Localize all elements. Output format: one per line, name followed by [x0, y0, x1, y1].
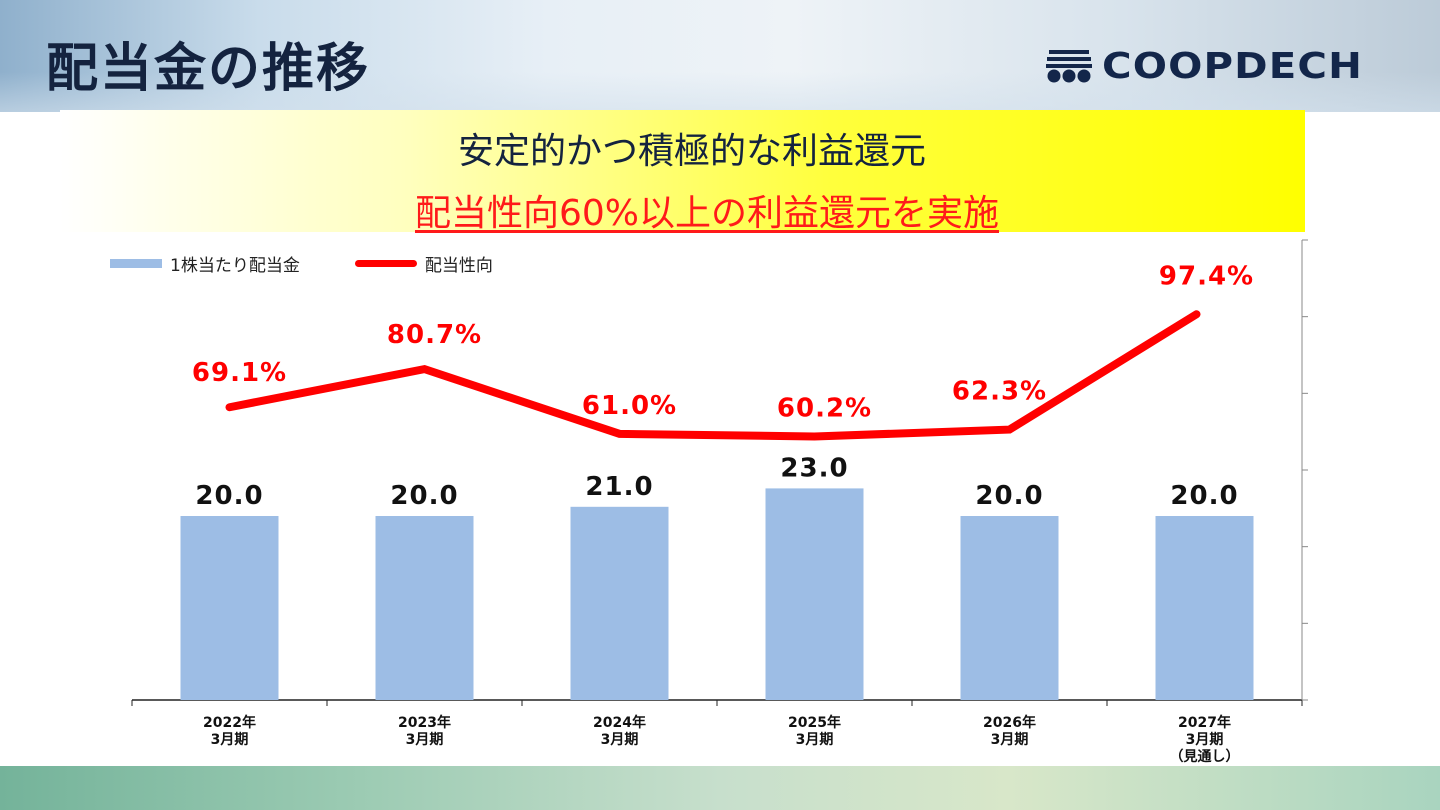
x-axis-label: 2025年 [788, 714, 841, 731]
payout-ratio-point [423, 368, 426, 371]
dividend-bar [1155, 516, 1254, 700]
headline-highlight [60, 110, 1305, 232]
x-axis-label: 2026年 [983, 714, 1036, 731]
x-axis-label: 2023年 [398, 714, 451, 731]
x-axis-label: 3月期 [796, 732, 834, 748]
x-axis-label: 3月期 [601, 732, 639, 748]
x-axis-label: 3月期 [211, 732, 249, 748]
dividend-bar [570, 506, 669, 700]
legend-line-swatch [354, 260, 417, 267]
legend-label-dividend: 1株当たり配当金 [170, 256, 300, 276]
logo-mark-icon [1046, 50, 1092, 83]
dividend-bar-label: 20.0 [1170, 481, 1238, 511]
payout-ratio-point [1008, 428, 1011, 431]
dividend-bar-label: 21.0 [585, 472, 653, 502]
dividend-bar-label: 20.0 [390, 481, 458, 511]
payout-ratio-label: 80.7% [387, 320, 482, 350]
dividend-bar-label: 20.0 [975, 481, 1043, 511]
legend-item-payout: 配当性向 [354, 251, 493, 276]
payout-ratio-label: 69.1% [192, 358, 287, 388]
x-axis-label: 3月期 [991, 732, 1029, 748]
page-title: 配当金の推移 [46, 39, 371, 99]
dividend-bar [180, 516, 279, 700]
dividend-bar [765, 488, 864, 700]
dividend-bar [960, 516, 1059, 700]
x-axis-label: 2027年 [1178, 714, 1231, 731]
x-axis-label: 2024年 [593, 714, 646, 731]
company-logo: COOPDECH [1046, 46, 1362, 87]
footer-band [0, 766, 1440, 810]
payout-ratio-line [225, 310, 1201, 441]
payout-ratio-point [228, 406, 231, 409]
logo-text: COOPDECH [1102, 45, 1364, 87]
payout-ratio-label: 97.4% [1159, 261, 1254, 291]
dividend-bar-label: 23.0 [780, 453, 848, 483]
payout-ratio-point [813, 435, 816, 438]
legend-item-dividend: 1株当たり配当金 [110, 251, 300, 276]
payout-ratio-label: 62.3% [952, 377, 1047, 407]
chart-legend: 1株当たり配当金 配当性向 [110, 251, 548, 276]
x-axis-label: 3月期 [406, 732, 444, 748]
x-axis-label: 3月期 [1186, 732, 1224, 748]
legend-bar-swatch [110, 259, 162, 268]
subheadline: 配当性向60%以上の利益還元を実施 [414, 193, 1000, 234]
dividend-bar [375, 516, 474, 700]
header-band [0, 0, 1440, 112]
x-axis-label: 2022年 [203, 714, 256, 731]
payout-ratio-point [618, 432, 621, 435]
legend-label-payout: 配当性向 [424, 256, 493, 276]
dividend-bar-label: 20.0 [195, 481, 263, 511]
x-axis-label: （見通し） [1170, 749, 1240, 765]
payout-ratio-label: 61.0% [582, 391, 677, 421]
payout-ratio-label: 60.2% [777, 393, 872, 423]
payout-ratio-point [1195, 313, 1198, 316]
headline: 安定的かつ積極的な利益還元 [457, 131, 926, 172]
